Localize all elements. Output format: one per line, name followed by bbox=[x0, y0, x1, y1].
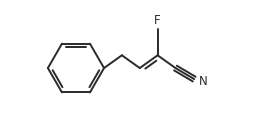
Text: F: F bbox=[154, 14, 161, 27]
Text: N: N bbox=[198, 75, 207, 88]
